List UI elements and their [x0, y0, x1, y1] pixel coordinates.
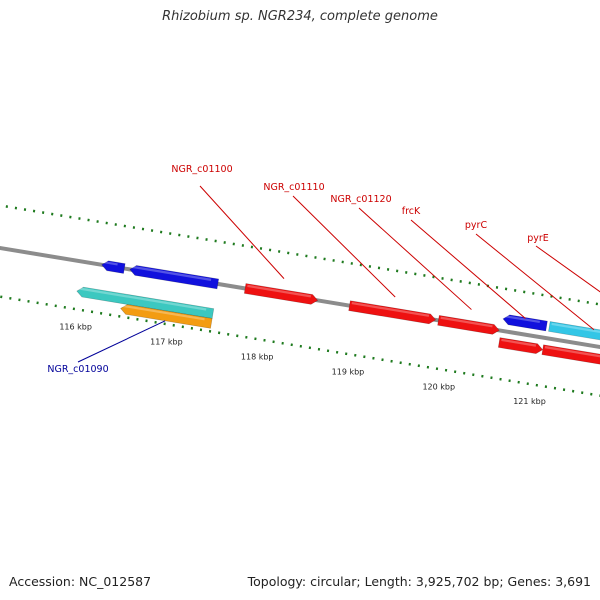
- gene-label[interactable]: NGR_c01100: [171, 164, 232, 175]
- gene-highlight: [351, 302, 430, 317]
- scale-tick-label: 119 kbp: [332, 367, 365, 376]
- gene-feature-f6[interactable]: [348, 300, 437, 325]
- gene-feature-f9[interactable]: [497, 337, 544, 354]
- gene-highlight: [131, 265, 212, 281]
- map-title: Rhizobium sp. NGR234, complete genome: [162, 9, 438, 24]
- gene-highlight: [501, 338, 537, 347]
- gene-highlight: [78, 287, 207, 311]
- gene-feature-f2[interactable]: [129, 265, 220, 290]
- gene-label[interactable]: pyrC: [465, 220, 488, 231]
- callout-line: [535, 245, 600, 293]
- scale-tick-label: 118 kbp: [241, 352, 274, 361]
- gene-feature-f1[interactable]: [101, 260, 126, 274]
- gene-label[interactable]: NGR_c01110: [263, 182, 324, 193]
- scale-tick-label: 121 kbp: [513, 397, 546, 406]
- gene-highlight: [440, 316, 493, 328]
- gene-highlight: [551, 322, 600, 333]
- gene-feature-f5[interactable]: [243, 283, 319, 305]
- callout-line: [358, 207, 472, 310]
- gene-label[interactable]: NGR_c01120: [330, 194, 391, 205]
- callout-line: [292, 195, 396, 298]
- gene-feature-f8[interactable]: [502, 314, 548, 332]
- gene-feature-f3[interactable]: [76, 286, 215, 319]
- callout-line: [410, 219, 526, 319]
- outer-tick-row: [5, 205, 599, 306]
- scale-tick-label: 120 kbp: [422, 382, 455, 391]
- scale-tick-label: 117 kbp: [150, 337, 183, 346]
- gene-feature-f7[interactable]: [437, 315, 500, 335]
- inner-tick-row: [0, 295, 600, 397]
- gene-callouts: NGR_c01090 NGR_c01100 NGR_c01110 NGR_c01120…: [47, 164, 600, 375]
- gene-feature-f4[interactable]: [120, 304, 213, 329]
- callout-line: [77, 320, 166, 363]
- gene-label[interactable]: NGR_c01090: [47, 364, 108, 375]
- gene-highlight: [103, 261, 118, 266]
- callout-line: [475, 233, 595, 331]
- scale-labels: 116 kbp 117 kbp 118 kbp 119 kbp 120 kbp 121 k…: [59, 322, 546, 406]
- gene-feature-f11[interactable]: [541, 344, 600, 369]
- genome-summary: Topology: circular; Length: 3,925,702 bp…: [247, 574, 591, 589]
- gene-features: [0, 247, 600, 369]
- scale-tick-label: 116 kbp: [59, 322, 92, 331]
- gene-feature-f10[interactable]: [548, 321, 600, 345]
- gene-label[interactable]: frcK: [402, 206, 421, 217]
- gene-highlight: [122, 304, 205, 321]
- callout-line: [199, 185, 285, 279]
- gene-highlight: [247, 284, 312, 298]
- gene-highlight: [505, 315, 540, 324]
- accession-text: Accession: NC_012587: [9, 574, 152, 589]
- gene-label[interactable]: pyrE: [527, 233, 549, 244]
- gene-highlight: [544, 346, 600, 358]
